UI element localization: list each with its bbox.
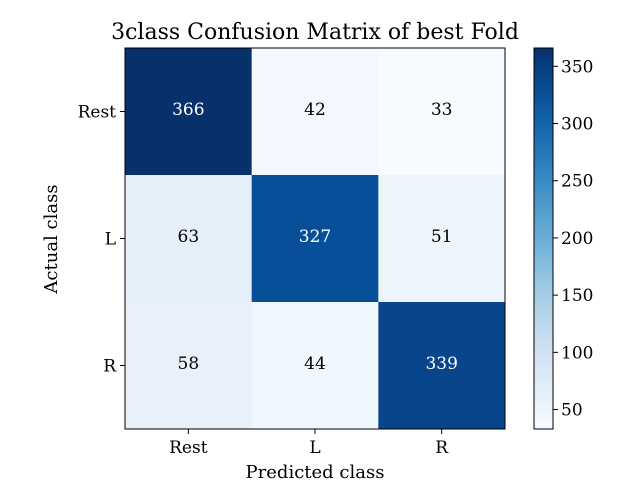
- cell-value-label: 58: [178, 354, 200, 374]
- y-axis-label: Actual class: [41, 184, 62, 294]
- cell-value-label: 44: [304, 354, 326, 374]
- heatmap-cell-values: 366 42 33 63 327 51 58 44 339: [172, 100, 458, 374]
- x-axis-ticks: Rest L R: [169, 429, 449, 458]
- heatmap-cell-rest-rest: [125, 48, 253, 176]
- x-tick-label: R: [435, 438, 449, 458]
- y-axis-ticks: Rest L R: [78, 103, 125, 377]
- y-tick-label: R: [103, 357, 117, 377]
- colorbar-tick-label: 100: [561, 343, 593, 363]
- cell-value-label: 63: [178, 227, 200, 247]
- chart-title: 3class Confusion Matrix of best Fold: [111, 20, 519, 45]
- heatmap-cell-l-r: [378, 175, 506, 303]
- heatmap-cell-rest-r: [378, 48, 506, 176]
- cell-value-label: 327: [299, 227, 331, 247]
- heatmap-cells: [125, 48, 506, 430]
- colorbar-tick-label: 150: [561, 286, 593, 306]
- heatmap-cell-r-l: [251, 302, 379, 430]
- y-tick-label: L: [105, 230, 116, 250]
- cell-value-label: 33: [431, 100, 453, 120]
- heatmap-cell-rest-l: [251, 48, 379, 176]
- colorbar: [533, 47, 554, 430]
- heatmap-cell-l-rest: [125, 175, 253, 303]
- colorbar-tick-label: 50: [561, 401, 583, 421]
- colorbar-tick-label: 300: [561, 115, 593, 135]
- cell-value-label: 51: [431, 227, 453, 247]
- colorbar-tick-label: 200: [561, 229, 593, 249]
- heatmap-cell-l-l: [251, 175, 379, 303]
- cell-value-label: 42: [304, 100, 326, 120]
- colorbar-tick-label: 250: [561, 172, 593, 192]
- colorbar-ticks: 50 100 150 200 250 300 350: [553, 57, 593, 421]
- x-tick-label: L: [309, 438, 320, 458]
- heatmap-cell-r-r: [378, 302, 506, 430]
- cell-value-label: 339: [425, 354, 457, 374]
- colorbar-tick-label: 350: [561, 57, 593, 77]
- x-axis-label: Predicted class: [246, 462, 385, 480]
- cell-value-label: 366: [172, 100, 204, 120]
- heatmap-cell-r-rest: [125, 302, 253, 430]
- x-tick-label: Rest: [169, 438, 208, 458]
- y-tick-label: Rest: [78, 103, 117, 123]
